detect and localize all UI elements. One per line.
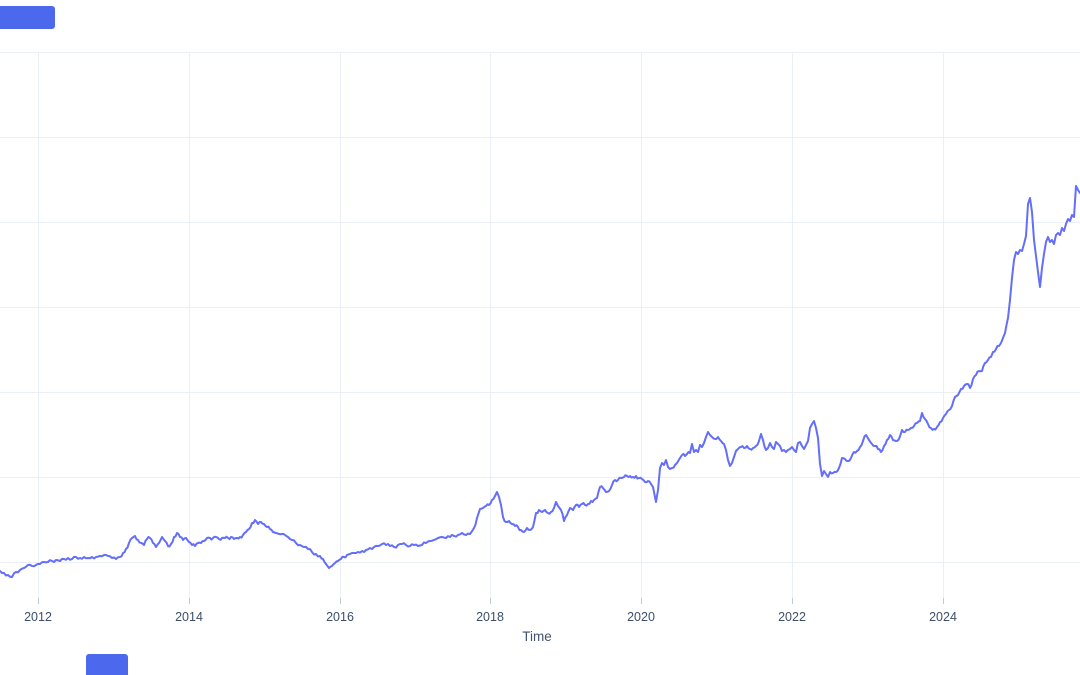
x-tick-label-2012: 2012 bbox=[24, 610, 52, 624]
vertical-gridlines bbox=[38, 52, 944, 598]
clipped-blue-element-top-left[interactable] bbox=[0, 6, 55, 29]
x-axis-title: Time bbox=[522, 629, 552, 644]
x-tick-label-2018: 2018 bbox=[476, 610, 504, 624]
price-line-series[interactable] bbox=[0, 185, 1080, 578]
clipped-blue-element-bottom-left[interactable] bbox=[86, 654, 128, 675]
x-tick-label-2020: 2020 bbox=[627, 610, 655, 624]
x-axis-tick-labels: 2012 2014 2016 2018 2020 2022 2024 bbox=[24, 610, 957, 624]
x-axis-tick-marks bbox=[38, 598, 944, 604]
x-tick-label-2016: 2016 bbox=[326, 610, 354, 624]
x-tick-label-2022: 2022 bbox=[778, 610, 806, 624]
x-tick-label-2014: 2014 bbox=[175, 610, 203, 624]
horizontal-gridlines bbox=[0, 52, 1080, 563]
x-tick-label-2024: 2024 bbox=[929, 610, 957, 624]
